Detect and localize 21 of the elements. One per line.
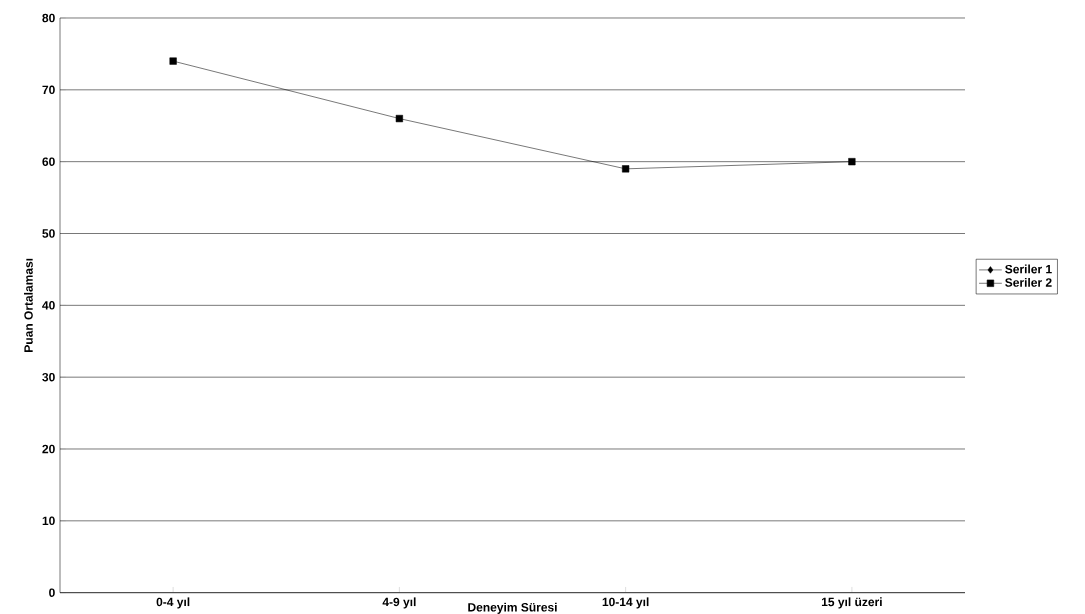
y-tick-label: 80	[42, 13, 55, 23]
y-tick-label: 60	[42, 157, 55, 166]
y-tick-label: 10	[42, 516, 55, 526]
point	[395, 114, 403, 123]
point	[622, 165, 630, 173]
y-tick-label: 40	[42, 301, 55, 310]
x-tick-label: 4-9 yıl	[382, 597, 416, 609]
point	[848, 158, 856, 166]
legend-label: Seriler 2	[1005, 277, 1052, 287]
legend-label: Seriler 1	[1005, 264, 1052, 274]
x-tick-label: 0-4 yıl	[156, 597, 190, 609]
y-tick-label: 30	[42, 372, 55, 382]
y-tick-label: 20	[42, 444, 55, 454]
point	[169, 57, 177, 65]
y-axis-title: Puan Ortalaması	[23, 258, 33, 352]
y-tick-label: 0	[49, 588, 55, 597]
x-tick-label: 15 yıl üzeri	[821, 597, 882, 609]
x-axis-title: Deneyim Süresi	[468, 602, 557, 614]
x-tick-label: 10-14 yıl	[602, 597, 649, 609]
y-tick-label: 70	[42, 85, 55, 95]
y-tick-label: 50	[42, 229, 55, 238]
